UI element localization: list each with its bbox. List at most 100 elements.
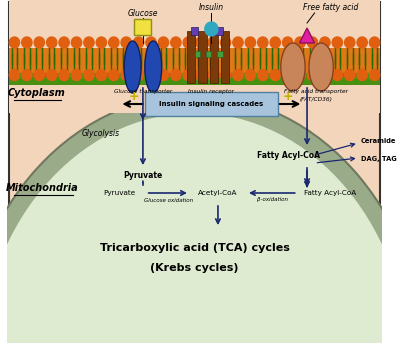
Circle shape: [109, 70, 119, 81]
Text: Pyruvate: Pyruvate: [103, 190, 136, 196]
Circle shape: [295, 70, 305, 81]
Circle shape: [245, 37, 256, 48]
Bar: [194, 51, 200, 57]
Text: Tricarboxylic acid (TCA) cycles: Tricarboxylic acid (TCA) cycles: [100, 243, 290, 253]
Circle shape: [59, 37, 69, 48]
Circle shape: [9, 70, 20, 81]
Circle shape: [270, 37, 280, 48]
Circle shape: [109, 37, 119, 48]
Text: Mitochondria: Mitochondria: [6, 183, 79, 193]
Text: β-oxidation: β-oxidation: [257, 198, 288, 202]
Text: Glucose transporter: Glucose transporter: [114, 90, 172, 95]
Circle shape: [146, 37, 156, 48]
Circle shape: [96, 37, 106, 48]
Circle shape: [71, 70, 82, 81]
Circle shape: [332, 37, 342, 48]
Circle shape: [171, 37, 181, 48]
Circle shape: [258, 70, 268, 81]
Circle shape: [196, 70, 206, 81]
Text: Glycolysis: Glycolysis: [82, 129, 120, 138]
Circle shape: [357, 37, 367, 48]
Text: +: +: [128, 91, 139, 104]
Text: Insulin: Insulin: [199, 2, 224, 12]
Bar: [221, 31, 229, 83]
Circle shape: [344, 37, 355, 48]
Ellipse shape: [281, 43, 305, 91]
Circle shape: [307, 37, 318, 48]
Circle shape: [84, 70, 94, 81]
Circle shape: [46, 37, 57, 48]
Circle shape: [84, 37, 94, 48]
Circle shape: [34, 70, 44, 81]
Bar: [9, 73, 380, 85]
Circle shape: [282, 70, 293, 81]
Ellipse shape: [145, 41, 162, 93]
Bar: [206, 51, 211, 57]
Text: Ceramide: Ceramide: [360, 138, 396, 144]
Text: Fatty Acyl-CoA: Fatty Acyl-CoA: [304, 190, 357, 196]
Bar: [215, 27, 223, 35]
Circle shape: [270, 70, 280, 81]
Text: Acetyl-CoA: Acetyl-CoA: [198, 190, 238, 196]
Circle shape: [295, 37, 305, 48]
Circle shape: [22, 37, 32, 48]
Circle shape: [208, 70, 218, 81]
Text: (Krebs cycles): (Krebs cycles): [150, 263, 239, 273]
Circle shape: [357, 70, 367, 81]
Circle shape: [245, 70, 256, 81]
Circle shape: [183, 70, 194, 81]
Circle shape: [370, 70, 380, 81]
Circle shape: [370, 37, 380, 48]
Text: Fatty acid transporter: Fatty acid transporter: [284, 88, 348, 94]
Circle shape: [258, 37, 268, 48]
Text: (FAT/CD36): (FAT/CD36): [300, 96, 333, 102]
Bar: [191, 27, 198, 35]
Circle shape: [220, 37, 231, 48]
Bar: [198, 31, 207, 83]
Ellipse shape: [124, 41, 141, 93]
Circle shape: [134, 70, 144, 81]
Circle shape: [220, 70, 231, 81]
Ellipse shape: [0, 113, 400, 343]
Circle shape: [146, 70, 156, 81]
Text: Insulin receptor: Insulin receptor: [188, 90, 234, 95]
Circle shape: [205, 22, 218, 36]
Circle shape: [282, 37, 293, 48]
Polygon shape: [300, 28, 314, 43]
Bar: [134, 19, 151, 35]
Circle shape: [171, 70, 181, 81]
Text: Free fatty acid: Free fatty acid: [303, 2, 358, 12]
Text: Pyruvate: Pyruvate: [123, 170, 162, 179]
Circle shape: [121, 37, 131, 48]
Circle shape: [22, 70, 32, 81]
Circle shape: [134, 37, 144, 48]
Circle shape: [208, 37, 218, 48]
Circle shape: [59, 70, 69, 81]
Circle shape: [320, 70, 330, 81]
Text: Cytoplasm: Cytoplasm: [8, 88, 66, 98]
Circle shape: [332, 70, 342, 81]
Circle shape: [158, 37, 169, 48]
Text: Fatty Acyl-CoA: Fatty Acyl-CoA: [257, 152, 320, 161]
FancyBboxPatch shape: [145, 92, 278, 116]
Text: +: +: [283, 91, 294, 104]
Bar: [187, 31, 196, 83]
Text: Insulin signaling cascades: Insulin signaling cascades: [159, 101, 264, 107]
Text: DAG, TAG: DAG, TAG: [360, 156, 396, 162]
Bar: [9, 48, 380, 73]
Circle shape: [9, 37, 20, 48]
Text: Glucose: Glucose: [128, 9, 158, 17]
Text: Glucose oxidation: Glucose oxidation: [144, 198, 193, 202]
Circle shape: [96, 70, 106, 81]
Ellipse shape: [0, 113, 400, 343]
Circle shape: [183, 37, 194, 48]
Circle shape: [121, 70, 131, 81]
Circle shape: [71, 37, 82, 48]
Circle shape: [34, 37, 44, 48]
Circle shape: [320, 37, 330, 48]
Circle shape: [233, 70, 243, 81]
Ellipse shape: [309, 43, 333, 91]
Circle shape: [196, 37, 206, 48]
Circle shape: [344, 70, 355, 81]
Circle shape: [233, 37, 243, 48]
